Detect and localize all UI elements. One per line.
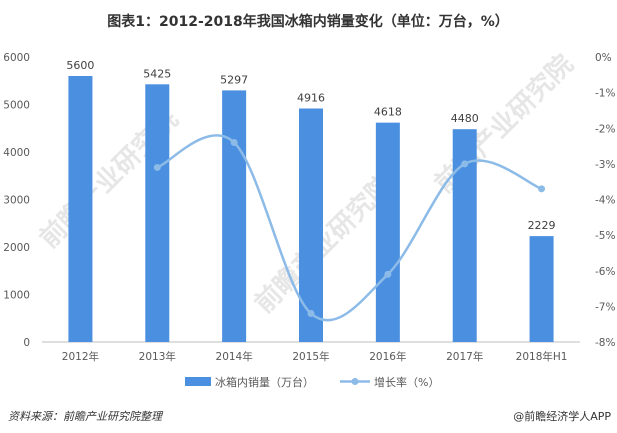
bar-2015年 [299, 108, 323, 343]
line-series [153, 134, 546, 322]
x-tick-label: 2016年 [369, 350, 406, 363]
y-left-tick-label: 1000 [3, 290, 30, 302]
y-left-tick-label: 3000 [3, 195, 30, 207]
bar-2016年 [375, 122, 400, 343]
x-tick-label: 2013年 [139, 350, 176, 363]
legend-swatch-growth-marker [351, 378, 359, 385]
y-right-tick-label: 0% [595, 52, 612, 64]
legend-label-growth: 增长率（%） [374, 375, 439, 389]
bar-2014年 [222, 90, 247, 342]
right-y-axis: 0% -1% -2% -3% -4% -5% -6% -7% -8% [595, 52, 615, 349]
bar-value-label: 2229 [528, 219, 556, 232]
bar-value-label: 4618 [374, 106, 402, 119]
growth-rate-point [307, 310, 315, 317]
bar-value-label: 5297 [220, 73, 248, 86]
x-axis-labels: 2012年 2013年 2014年 2015年 2016年 2017年 2018年H1 [62, 350, 568, 363]
x-tick-label: 2015年 [292, 350, 329, 363]
y-right-tick-label: -8% [595, 337, 615, 349]
legend-label-sales: 冰箱内销量（万台） [215, 375, 314, 389]
brand-credit: @前瞻经济学人APP [513, 409, 611, 423]
y-right-tick-label: -7% [595, 301, 615, 313]
y-right-tick-label: -3% [595, 159, 615, 171]
y-left-tick-label: 0 [23, 337, 30, 349]
legend: 冰箱内销量（万台） 增长率（%） [185, 375, 439, 389]
bar-value-label: 4916 [297, 91, 325, 104]
bar-data-labels: 5600 5425 5297 4916 4618 4480 2229 [66, 59, 555, 232]
y-right-tick-label: -6% [595, 266, 615, 278]
legend-swatch-sales [185, 377, 211, 386]
y-right-tick-label: -5% [595, 230, 615, 242]
y-right-tick-label: -4% [595, 195, 615, 207]
bar-2013年 [145, 84, 170, 342]
bar-value-label: 4480 [451, 112, 479, 125]
growth-rate-point [384, 270, 392, 278]
bar-2018年H1 [529, 236, 554, 342]
bar-2012年 [68, 76, 93, 342]
x-tick-label: 2017年 [446, 350, 483, 363]
y-left-tick-label: 6000 [3, 52, 30, 64]
growth-rate-point [153, 163, 161, 171]
source-note: 资料来源：前瞻产业研究院整理 [8, 410, 164, 423]
y-left-tick-label: 5000 [3, 100, 30, 112]
growth-rate-point [538, 185, 546, 193]
y-right-tick-label: -1% [595, 88, 615, 100]
y-left-tick-label: 2000 [3, 242, 30, 254]
y-left-tick-label: 4000 [3, 147, 30, 159]
x-tick-label: 2012年 [62, 350, 99, 363]
bar-value-label: 5600 [66, 59, 94, 72]
growth-rate-point [230, 139, 238, 146]
growth-rate-point [461, 160, 469, 168]
x-tick-label: 2018年H1 [516, 350, 568, 363]
y-right-tick-label: -2% [595, 123, 615, 135]
chart-title: 图表1：2012-2018年我国冰箱内销量变化（单位：万台，%） [107, 13, 509, 30]
x-tick-label: 2014年 [216, 350, 253, 363]
bar-value-label: 5425 [143, 67, 171, 80]
left-y-axis: 0 1000 2000 3000 4000 5000 6000 [3, 52, 30, 349]
bar-series [68, 76, 554, 343]
